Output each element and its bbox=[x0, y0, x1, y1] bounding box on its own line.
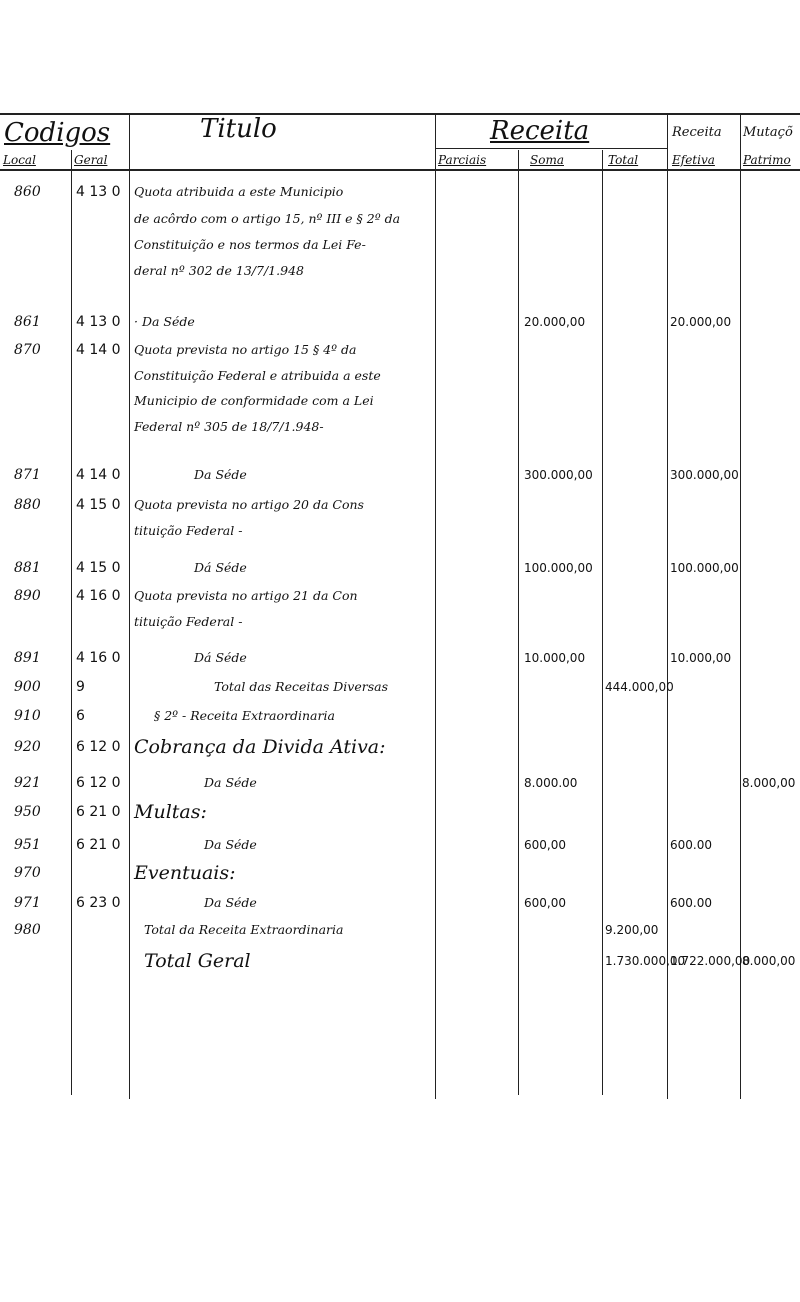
row-titulo: Dá Séde bbox=[194, 560, 247, 575]
row-mutacoes: 8.000,00 bbox=[742, 954, 796, 968]
row-local-code: 890 bbox=[14, 588, 41, 604]
row-local-code: 871 bbox=[14, 467, 41, 483]
row-efetiva: 20.000,00 bbox=[670, 315, 732, 329]
row-titulo: Da Séde bbox=[204, 775, 257, 790]
row-geral-code: 6 21 0 bbox=[76, 837, 121, 853]
col-rule-parciais bbox=[435, 114, 436, 1099]
row-geral-code: 4 15 0 bbox=[76, 560, 121, 576]
row-local-code: 970 bbox=[14, 865, 41, 881]
subheader-parciais: Parciais bbox=[438, 153, 487, 167]
row-titulo: deral nº 302 de 13/7/1.948 bbox=[134, 263, 304, 278]
row-efetiva: 10.000,00 bbox=[670, 651, 732, 665]
row-titulo: Cobrança da Divida Ativa: bbox=[134, 736, 386, 758]
row-local-code: 870 bbox=[14, 342, 41, 358]
header-codigos: Codigos bbox=[4, 118, 111, 148]
row-geral-code: 6 bbox=[76, 708, 85, 724]
row-efetiva: 600.00 bbox=[670, 896, 712, 910]
row-geral-code: 6 23 0 bbox=[76, 895, 121, 911]
row-local-code: 920 bbox=[14, 739, 41, 755]
header-mutacoes: Mutaçõ bbox=[743, 125, 793, 140]
header-top-rule bbox=[0, 113, 800, 115]
row-titulo: Constituição e nos termos da Lei Fe- bbox=[134, 237, 366, 252]
row-titulo: Total das Receitas Diversas bbox=[214, 679, 388, 694]
receita-sub-rule bbox=[435, 148, 667, 149]
row-titulo: Da Séde bbox=[204, 837, 257, 852]
row-titulo: Quota prevista no artigo 15 § 4º da bbox=[134, 342, 357, 357]
row-soma: 600,00 bbox=[524, 896, 566, 910]
col-rule-mutacoes bbox=[740, 114, 741, 1099]
subheader-efetiva: Efetiva bbox=[672, 153, 715, 167]
row-total: 9.200,00 bbox=[605, 923, 659, 937]
col-rule-efetiva bbox=[667, 114, 668, 1099]
row-soma: 20.000,00 bbox=[524, 315, 586, 329]
row-titulo: tituição Federal - bbox=[134, 523, 243, 538]
row-titulo: Quota atribuida a este Municipio bbox=[134, 184, 344, 199]
header-titulo: Titulo bbox=[200, 114, 277, 144]
row-soma: 600,00 bbox=[524, 838, 566, 852]
row-local-code: 900 bbox=[14, 679, 41, 695]
row-geral-code: 4 14 0 bbox=[76, 342, 121, 358]
row-local-code: 971 bbox=[14, 895, 41, 911]
row-geral-code: 6 12 0 bbox=[76, 775, 121, 791]
col-rule-geral bbox=[71, 150, 72, 1095]
subheader-total: Total bbox=[608, 153, 639, 167]
row-titulo: · Da Séde bbox=[134, 314, 195, 329]
row-local-code: 891 bbox=[14, 650, 41, 666]
row-geral-code: 4 13 0 bbox=[76, 314, 121, 330]
subheader-geral: Geral bbox=[74, 153, 108, 167]
col-rule-total bbox=[602, 150, 603, 1095]
row-geral-code: 4 16 0 bbox=[76, 650, 121, 666]
header-bottom-rule bbox=[0, 169, 800, 171]
row-soma: 300.000,00 bbox=[524, 468, 593, 482]
row-titulo: Quota prevista no artigo 20 da Cons bbox=[134, 497, 364, 512]
row-soma: 100.000,00 bbox=[524, 561, 593, 575]
row-local-code: 910 bbox=[14, 708, 41, 724]
row-titulo: de acôrdo com o artigo 15, nº III e § 2º… bbox=[134, 211, 401, 226]
row-titulo: Da Séde bbox=[194, 467, 247, 482]
subheader-soma: Soma bbox=[530, 153, 564, 167]
col-rule-titulo bbox=[129, 114, 130, 1099]
row-efetiva: 600.00 bbox=[670, 838, 712, 852]
row-titulo: Quota prevista no artigo 21 da Con bbox=[134, 588, 358, 603]
row-titulo: Total da Receita Extraordinaria bbox=[144, 922, 344, 937]
row-geral-code: 6 21 0 bbox=[76, 804, 121, 820]
row-geral-code: 4 14 0 bbox=[76, 467, 121, 483]
row-total: 1.730.000,00 bbox=[605, 954, 686, 968]
row-efetiva: 1.722.000,00 bbox=[670, 954, 751, 968]
row-local-code: 951 bbox=[14, 837, 41, 853]
header-receita-efetiva: Receita bbox=[672, 125, 722, 140]
subheader-local: Local bbox=[3, 153, 36, 167]
row-titulo: Da Séde bbox=[204, 895, 257, 910]
header-receita: Receita bbox=[490, 116, 590, 146]
row-local-code: 881 bbox=[14, 560, 41, 576]
row-geral-code: 9 bbox=[76, 679, 85, 695]
row-titulo: Multas: bbox=[134, 801, 207, 823]
row-efetiva: 300.000,00 bbox=[670, 468, 739, 482]
row-geral-code: 4 15 0 bbox=[76, 497, 121, 513]
row-local-code: 861 bbox=[14, 314, 41, 330]
row-soma: 8.000.00 bbox=[524, 776, 578, 790]
row-efetiva: 100.000,00 bbox=[670, 561, 739, 575]
row-local-code: 880 bbox=[14, 497, 41, 513]
row-local-code: 860 bbox=[14, 184, 41, 200]
row-geral-code: 4 16 0 bbox=[76, 588, 121, 604]
row-titulo: § 2º - Receita Extraordinaria bbox=[154, 708, 335, 723]
row-local-code: 921 bbox=[14, 775, 41, 791]
row-titulo: tituição Federal - bbox=[134, 614, 243, 629]
row-titulo: Eventuais: bbox=[134, 862, 236, 884]
col-rule-soma bbox=[518, 150, 519, 1095]
row-soma: 10.000,00 bbox=[524, 651, 586, 665]
row-mutacoes: 8.000,00 bbox=[742, 776, 796, 790]
row-titulo: Constituição Federal e atribuida a este bbox=[134, 368, 381, 383]
row-titulo: Dá Séde bbox=[194, 650, 247, 665]
subheader-patrimonial: Patrimo bbox=[743, 153, 791, 167]
row-titulo: Total Geral bbox=[144, 950, 251, 972]
row-local-code: 980 bbox=[14, 922, 41, 938]
row-titulo: Municipio de conformidade com a Lei bbox=[134, 393, 374, 408]
row-titulo: Federal nº 305 de 18/7/1.948- bbox=[134, 419, 324, 434]
row-geral-code: 6 12 0 bbox=[76, 739, 121, 755]
row-total: 444.000,00 bbox=[605, 680, 674, 694]
row-local-code: 950 bbox=[14, 804, 41, 820]
row-geral-code: 4 13 0 bbox=[76, 184, 121, 200]
